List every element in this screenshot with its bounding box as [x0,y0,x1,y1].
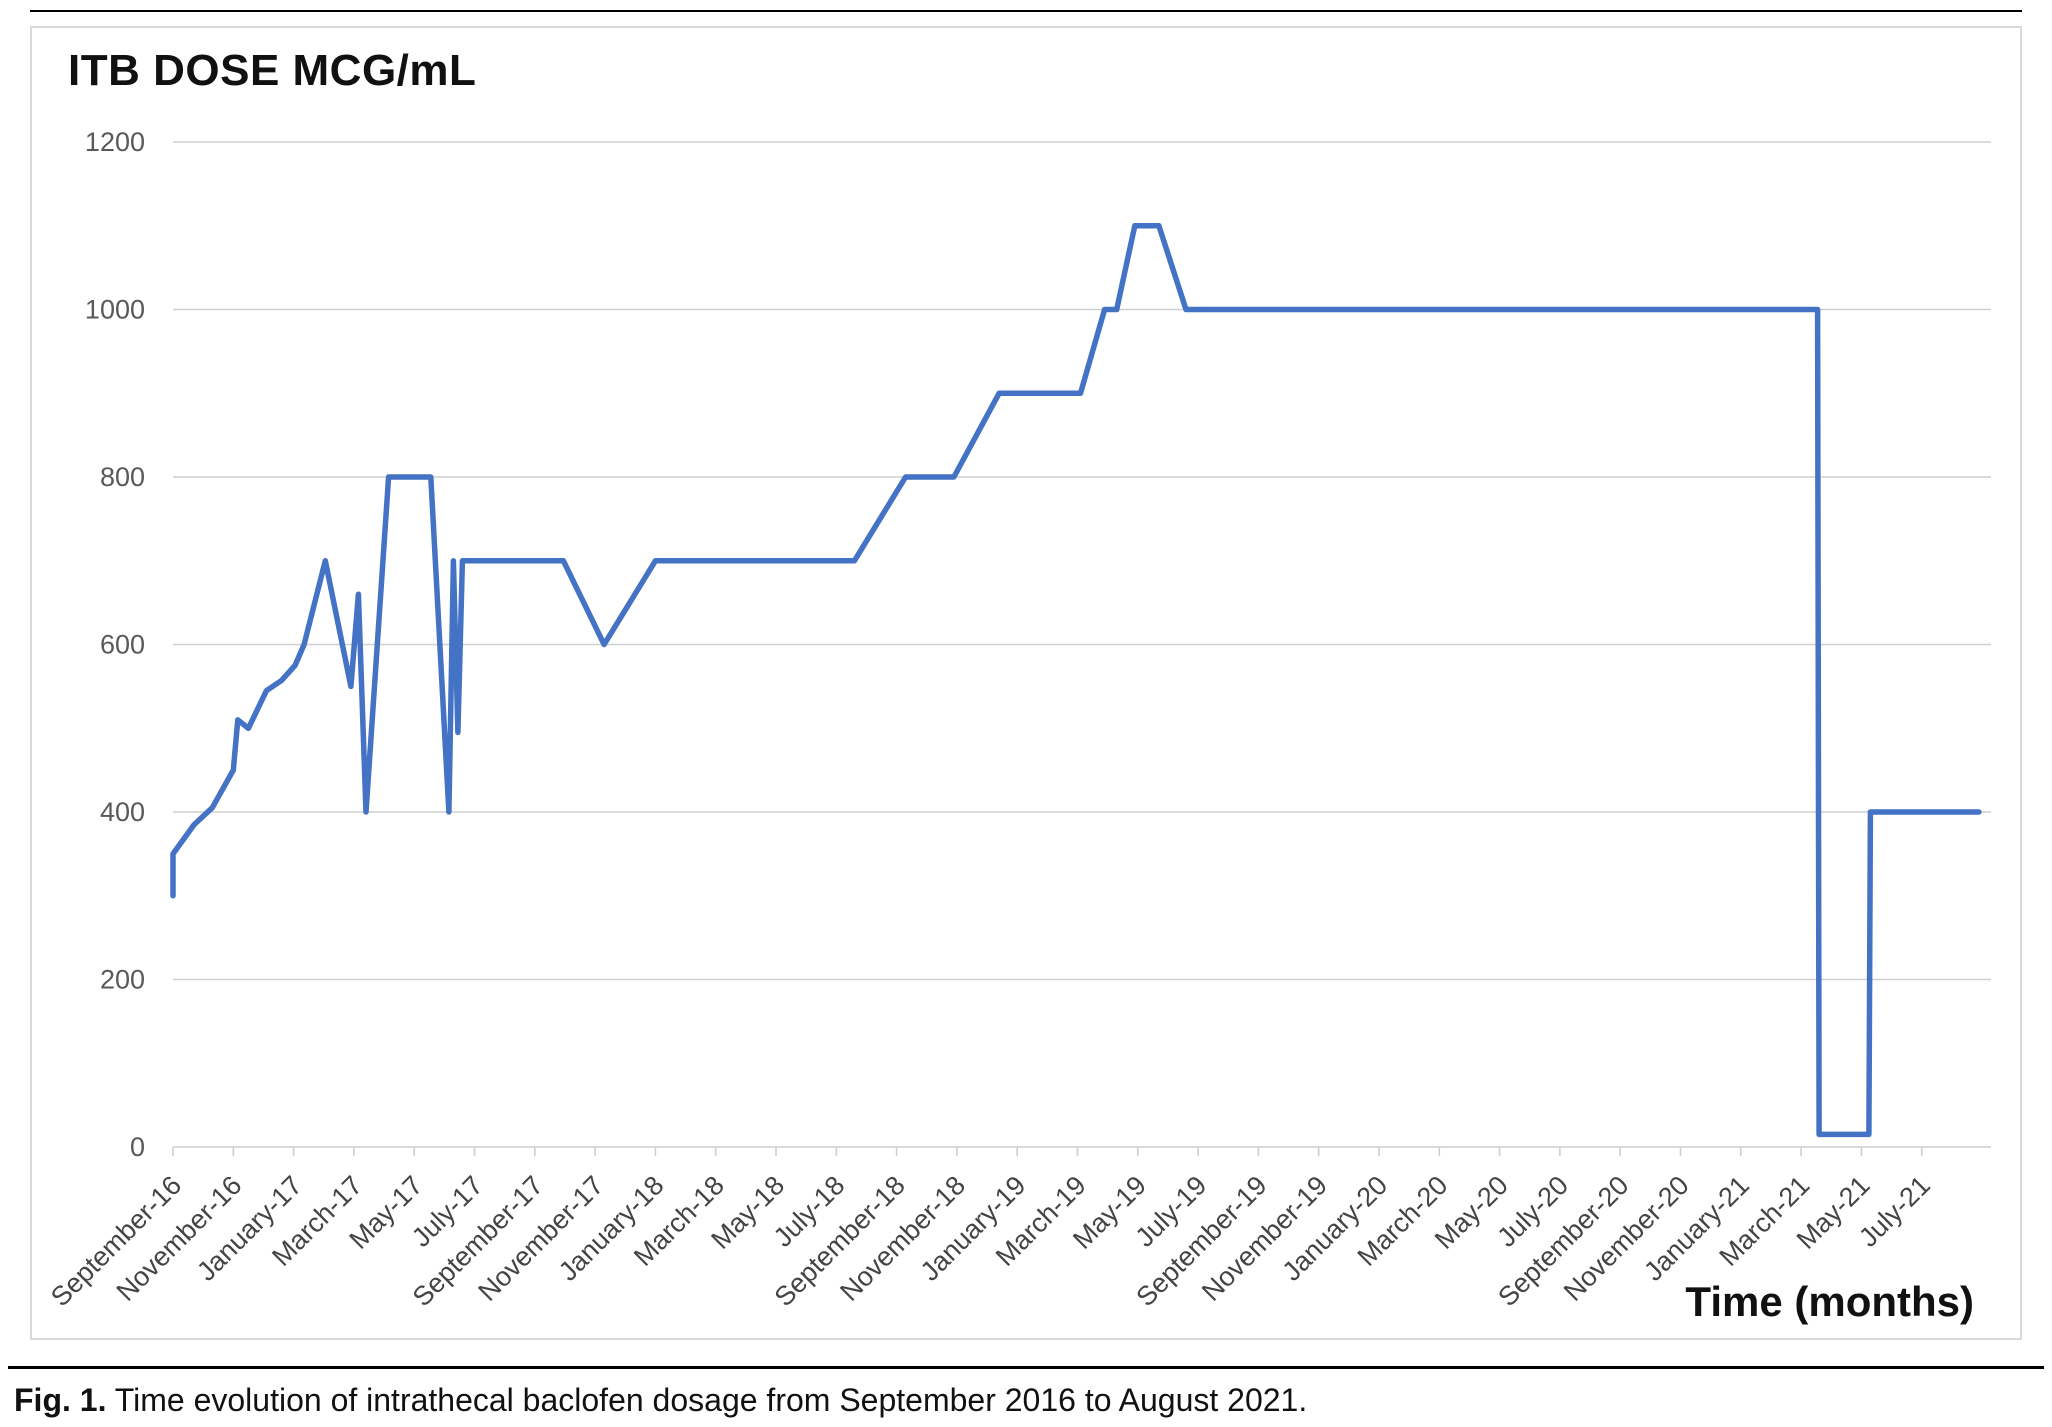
y-tick-label: 1000 [85,295,145,325]
figure-caption-text: Time evolution of intrathecal baclofen d… [106,1382,1308,1418]
figure-caption-label: Fig. 1. [14,1382,107,1418]
y-tick-label: 600 [100,630,145,660]
top-rule [30,10,2022,12]
x-axis-title: Time (months) [1685,1278,1974,1325]
figure-caption: Fig. 1. Time evolution of intrathecal ba… [14,1382,1307,1419]
dose-series-line [170,223,1982,1138]
caption-rule [8,1366,2044,1369]
line-chart: 020040060080010001200September-16Novembe… [45,127,1991,1312]
y-tick-label: 200 [100,965,145,995]
chart-panel: ITB DOSE MCG/mL 0 200 400 600 800 1000 1200 Sep… [30,26,2022,1340]
y-tick-label: 0 [130,1132,145,1162]
y-tick-label: 400 [100,797,145,827]
y-tick-label: 800 [100,462,145,492]
chart-title: ITB DOSE MCG/mL [68,46,477,95]
y-tick-label: 1200 [85,127,145,157]
